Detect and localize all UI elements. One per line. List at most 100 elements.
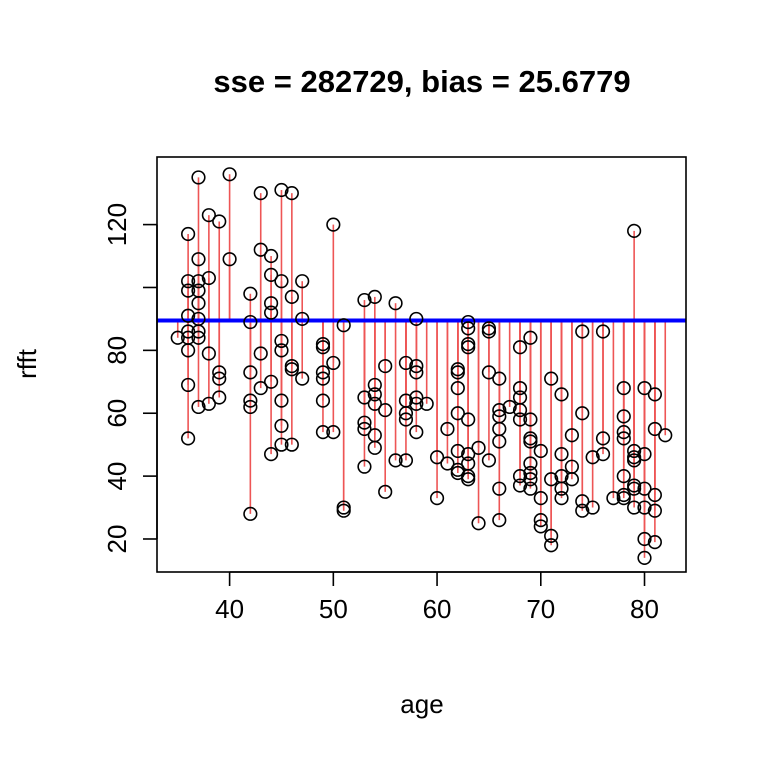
data-point — [409, 390, 424, 405]
data-point — [595, 431, 611, 446]
data-point — [429, 491, 445, 506]
data-point — [564, 428, 580, 443]
data-point — [637, 481, 652, 496]
data-point — [637, 531, 652, 547]
data-point — [554, 491, 569, 506]
data-point — [388, 296, 403, 311]
data-point — [450, 406, 465, 421]
data-point — [336, 503, 351, 518]
data-point — [450, 465, 465, 481]
data-point — [647, 503, 662, 518]
data-point — [357, 415, 372, 430]
data-point — [378, 484, 393, 499]
data-point — [253, 380, 268, 396]
data-point — [212, 214, 227, 229]
data-point — [637, 550, 652, 565]
data-point — [191, 274, 206, 289]
data-point — [512, 402, 528, 418]
data-point — [616, 424, 631, 440]
data-point — [315, 365, 331, 380]
data-point — [627, 223, 642, 238]
data-point — [253, 186, 268, 201]
data-point — [212, 390, 227, 405]
data-point — [512, 478, 528, 493]
y-axis-label: rfft — [12, 348, 42, 379]
data-point — [616, 469, 631, 484]
data-point — [429, 450, 445, 465]
data-point — [222, 167, 237, 182]
data-point — [284, 289, 299, 305]
data-point — [315, 424, 331, 440]
data-point — [450, 380, 465, 396]
data-point — [181, 324, 196, 339]
data-point — [336, 318, 351, 333]
data-point — [388, 453, 403, 468]
data-point — [274, 343, 289, 358]
y-tick-label: 120 — [102, 203, 132, 246]
data-point — [647, 487, 662, 503]
x-tick-label: 60 — [423, 594, 452, 624]
data-point — [295, 311, 310, 327]
data-point — [201, 208, 216, 223]
data-point — [357, 292, 372, 308]
data-point — [367, 440, 382, 455]
data-point — [409, 365, 424, 380]
x-axis: 40 50 60 70 80 — [215, 571, 659, 624]
data-point — [315, 340, 331, 355]
data-point — [181, 343, 196, 358]
data-point — [523, 412, 538, 427]
y-tick-label: 60 — [102, 399, 132, 428]
data-point — [191, 399, 206, 415]
data-point — [191, 252, 206, 267]
data-point — [575, 503, 590, 518]
data-point — [263, 267, 279, 282]
data-point — [575, 324, 590, 339]
data-point — [181, 226, 196, 242]
data-point — [295, 274, 310, 289]
data-point — [616, 431, 631, 446]
data-point — [637, 447, 652, 462]
x-tick-label: 40 — [215, 594, 244, 624]
data-point — [315, 393, 331, 408]
data-point — [181, 283, 196, 298]
data-point — [398, 355, 414, 371]
data-point — [191, 330, 206, 345]
data-point — [512, 412, 528, 427]
data-point — [481, 324, 497, 339]
data-point — [554, 447, 569, 462]
data-point — [595, 447, 611, 462]
data-point — [191, 170, 206, 185]
data-point — [461, 472, 476, 487]
data-point — [409, 311, 424, 327]
data-point — [398, 412, 414, 427]
data-point — [253, 346, 268, 361]
y-axis: 20 40 60 80 120 — [102, 203, 158, 554]
data-point — [274, 437, 289, 452]
data-point — [512, 340, 528, 355]
data-point — [616, 409, 631, 424]
data-point — [585, 450, 600, 465]
data-point — [253, 242, 268, 257]
data-point — [647, 421, 662, 437]
x-tick-label: 50 — [319, 594, 348, 624]
data-point — [367, 396, 382, 411]
data-point — [523, 434, 538, 449]
data-point — [658, 428, 673, 443]
data-point — [440, 456, 455, 471]
data-point — [367, 289, 382, 305]
data-point — [554, 387, 569, 402]
y-tick-label: 40 — [102, 462, 132, 491]
data-point — [575, 406, 590, 421]
data-point — [170, 330, 185, 345]
y-tick-label: 20 — [102, 525, 132, 554]
data-point — [627, 500, 642, 515]
data-point — [627, 481, 642, 496]
data-point — [461, 314, 476, 330]
data-point — [357, 459, 372, 474]
data-point — [533, 513, 548, 528]
data-point — [450, 443, 465, 459]
data-point — [263, 296, 279, 311]
data-point — [357, 390, 372, 405]
data-point — [263, 374, 279, 389]
data-point — [595, 324, 611, 339]
